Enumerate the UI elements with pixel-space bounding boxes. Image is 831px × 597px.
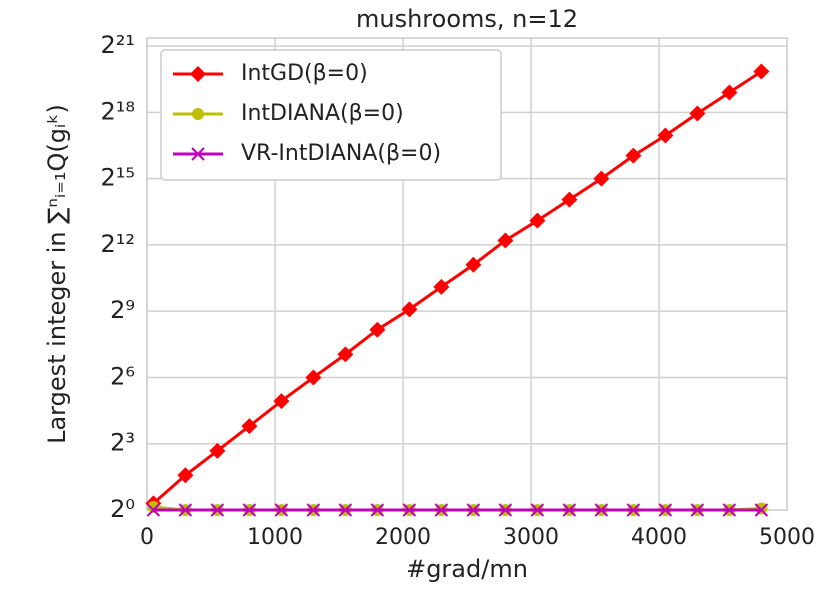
marker xyxy=(370,503,385,517)
y-tick-label: 2²¹ xyxy=(100,31,135,59)
legend-label: VR-IntDIANA(β=0) xyxy=(241,141,441,166)
y-tick-label: 2¹⁵ xyxy=(100,164,135,192)
marker xyxy=(210,503,225,517)
marker xyxy=(657,127,674,144)
y-tick-label: 2³ xyxy=(110,429,135,457)
marker xyxy=(529,212,546,229)
marker xyxy=(337,346,354,363)
x-tick-label: 5000 xyxy=(759,525,815,550)
series-line xyxy=(152,70,763,505)
marker xyxy=(593,170,610,187)
marker xyxy=(690,503,705,517)
marker xyxy=(338,503,353,517)
marker xyxy=(242,503,257,517)
y-tick-label: 2¹⁸ xyxy=(100,97,135,125)
marker xyxy=(658,503,673,517)
marker xyxy=(722,503,737,517)
marker xyxy=(190,66,206,82)
marker xyxy=(434,503,449,517)
marker xyxy=(753,63,770,80)
marker xyxy=(146,503,161,517)
x-tick-label: 1000 xyxy=(247,525,303,550)
x-tick-label: 4000 xyxy=(631,525,687,550)
x-axis-label: #grad/mn xyxy=(406,555,528,583)
marker xyxy=(192,108,204,120)
marker xyxy=(273,393,290,410)
marker xyxy=(754,503,769,517)
marker xyxy=(626,503,641,517)
marker xyxy=(530,503,545,517)
marker xyxy=(755,502,768,515)
legend-box xyxy=(160,49,502,181)
x-tick-label: 2000 xyxy=(375,525,431,550)
chart-title: mushrooms, n=12 xyxy=(356,5,578,33)
marker xyxy=(191,147,205,161)
marker xyxy=(689,105,706,122)
marker xyxy=(369,321,386,338)
x-tick-label: 0 xyxy=(140,525,154,550)
marker xyxy=(594,503,609,517)
marker xyxy=(721,84,738,101)
marker xyxy=(241,418,258,435)
marker xyxy=(433,278,450,295)
marker xyxy=(305,369,322,386)
y-tick-label: 2⁹ xyxy=(110,296,135,324)
x-tick-label: 3000 xyxy=(503,525,559,550)
marker xyxy=(306,503,321,517)
marker xyxy=(466,503,481,517)
legend-label: IntGD(β=0) xyxy=(241,61,368,86)
legend-label: IntDIANA(β=0) xyxy=(241,101,404,126)
marker xyxy=(562,503,577,517)
marker xyxy=(497,232,514,249)
marker xyxy=(401,301,418,318)
y-tick-label: 2⁰ xyxy=(110,495,135,523)
marker xyxy=(209,442,226,459)
marker xyxy=(402,503,417,517)
marker xyxy=(177,467,194,484)
y-tick-label: 2¹² xyxy=(100,230,135,258)
marker xyxy=(465,256,482,273)
marker xyxy=(625,147,642,164)
marker xyxy=(178,503,193,517)
y-tick-label: 2⁶ xyxy=(110,362,135,390)
marker xyxy=(274,503,289,517)
marker xyxy=(498,503,513,517)
y-axis-label: Largest integer in ∑ⁿᵢ₌₁Q(gᵢᵏ) xyxy=(43,104,71,444)
marker xyxy=(561,191,578,208)
